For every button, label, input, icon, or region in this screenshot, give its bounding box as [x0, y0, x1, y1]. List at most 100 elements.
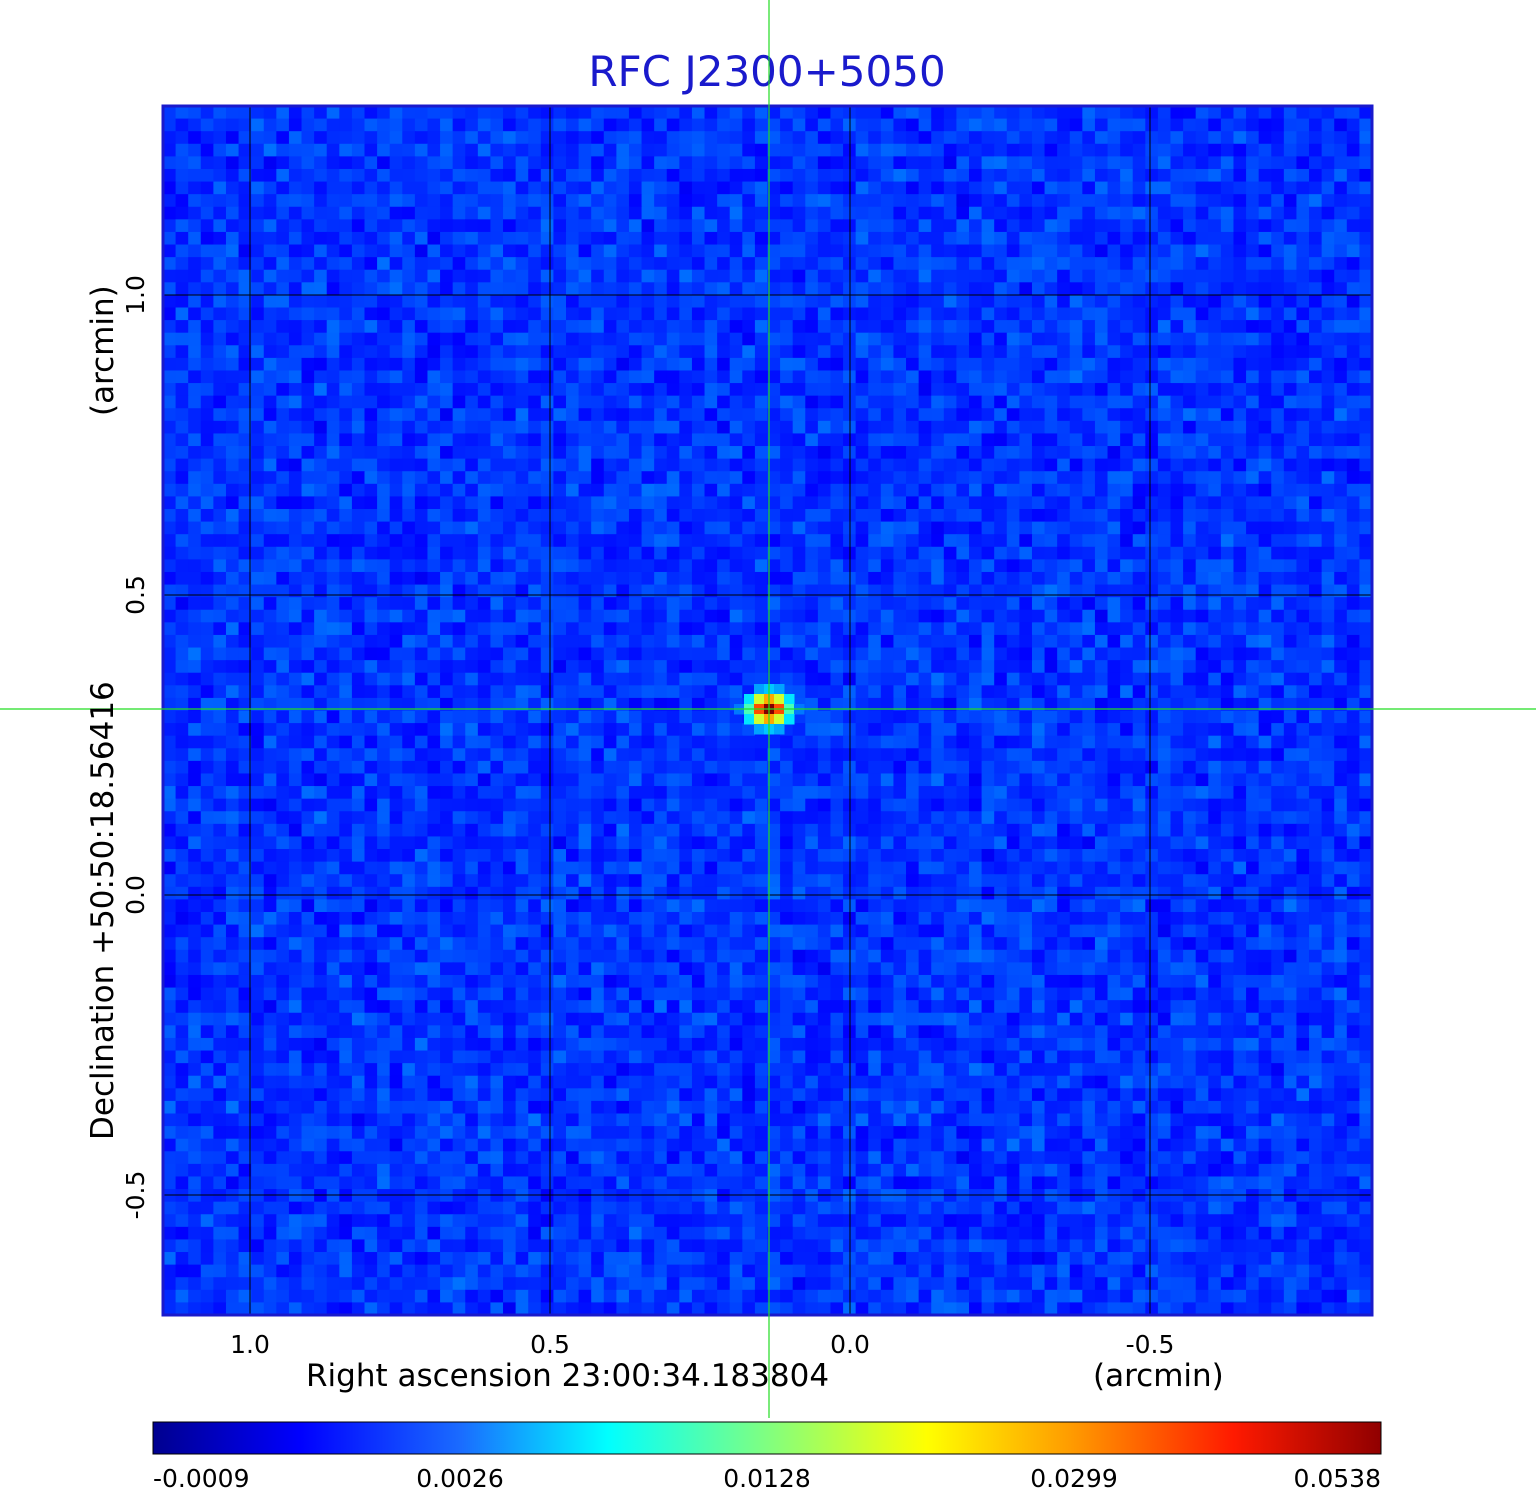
- image-pixel: [402, 370, 416, 384]
- image-pixel: [906, 446, 920, 460]
- image-pixel: [175, 597, 189, 611]
- image-pixel: [477, 509, 492, 523]
- image-pixel: [981, 634, 995, 649]
- image-pixel: [326, 710, 340, 724]
- image-pixel: [288, 647, 303, 661]
- image-pixel: [691, 546, 706, 560]
- image-pixel: [591, 534, 605, 548]
- image-pixel: [440, 357, 454, 372]
- image-pixel: [566, 660, 580, 674]
- image-pixel: [503, 181, 517, 195]
- image-pixel: [1296, 697, 1310, 712]
- image-pixel: [1145, 446, 1159, 460]
- image-pixel: [943, 697, 957, 712]
- image-pixel: [1359, 357, 1372, 372]
- image-pixel: [1208, 748, 1222, 762]
- image-pixel: [679, 408, 693, 422]
- image-pixel: [969, 433, 983, 447]
- image-pixel: [566, 219, 580, 233]
- image-pixel: [175, 496, 189, 510]
- image-pixel: [654, 597, 668, 611]
- image-pixel: [1069, 294, 1083, 309]
- image-pixel: [1082, 168, 1096, 183]
- image-pixel: [389, 496, 403, 510]
- image-pixel: [956, 168, 970, 183]
- image-pixel: [654, 471, 668, 485]
- image-pixel: [830, 509, 844, 523]
- image-pixel: [1296, 345, 1310, 359]
- image-pixel: [414, 345, 429, 359]
- image-pixel: [225, 685, 240, 699]
- image-pixel: [301, 194, 315, 208]
- image-pixel: [1057, 710, 1071, 724]
- image-pixel: [440, 534, 454, 548]
- image-pixel: [1006, 672, 1020, 686]
- image-pixel: [276, 408, 290, 422]
- image-pixel: [389, 231, 403, 246]
- image-pixel: [729, 143, 743, 157]
- image-pixel: [868, 723, 882, 737]
- image-pixel: [578, 357, 592, 372]
- image-pixel: [1271, 748, 1285, 762]
- image-pixel: [1170, 244, 1184, 258]
- image-pixel: [717, 156, 731, 170]
- image-pixel: [969, 395, 983, 409]
- image-pixel: [1195, 660, 1209, 674]
- image-pixel: [314, 622, 328, 636]
- image-pixel: [679, 710, 693, 724]
- image-pixel: [326, 748, 340, 762]
- image-pixel: [213, 181, 227, 195]
- image-pixel: [956, 395, 970, 409]
- image-pixel: [452, 408, 466, 422]
- image-pixel: [1120, 370, 1134, 384]
- image-pixel: [603, 408, 617, 422]
- image-pixel: [225, 332, 240, 346]
- image-pixel: [213, 244, 227, 258]
- image-pixel: [817, 156, 832, 170]
- image-pixel: [578, 257, 592, 271]
- image-pixel: [251, 597, 265, 611]
- image-pixel: [830, 269, 844, 283]
- image-pixel: [263, 609, 277, 623]
- image-pixel: [704, 571, 718, 586]
- image-pixel: [1006, 483, 1020, 497]
- image-pixel: [1145, 546, 1159, 560]
- image-pixel: [628, 231, 643, 246]
- image-pixel: [515, 156, 529, 170]
- image-pixel: [213, 534, 227, 548]
- image-pixel: [792, 446, 806, 460]
- image-pixel: [503, 408, 517, 422]
- image-pixel: [1057, 294, 1071, 309]
- image-pixel: [628, 433, 643, 447]
- image-pixel: [1233, 458, 1247, 472]
- image-pixel: [465, 219, 479, 233]
- image-pixel: [288, 206, 303, 220]
- image-pixel: [515, 483, 529, 497]
- image-pixel: [200, 685, 214, 699]
- image-pixel: [225, 282, 240, 296]
- image-pixel: [1346, 496, 1360, 510]
- image-pixel: [742, 509, 756, 523]
- image-pixel: [528, 395, 542, 409]
- image-pixel: [691, 647, 706, 661]
- image-pixel: [1094, 597, 1109, 611]
- image-pixel: [1031, 433, 1046, 447]
- image-pixel: [855, 546, 869, 560]
- image-pixel: [641, 345, 655, 359]
- image-pixel: [414, 597, 429, 611]
- image-pixel: [427, 546, 441, 560]
- image-pixel: [830, 546, 844, 560]
- image-pixel: [893, 395, 907, 409]
- image-pixel: [163, 257, 177, 271]
- image-pixel: [490, 496, 504, 510]
- image-pixel: [628, 106, 643, 120]
- image-pixel: [1031, 723, 1046, 737]
- image-pixel: [1069, 685, 1083, 699]
- image-pixel: [1271, 143, 1285, 157]
- image-pixel: [389, 219, 403, 233]
- image-pixel: [616, 647, 630, 661]
- image-pixel: [1107, 471, 1121, 485]
- image-pixel: [868, 609, 882, 623]
- image-pixel: [389, 244, 403, 258]
- image-pixel: [389, 622, 403, 636]
